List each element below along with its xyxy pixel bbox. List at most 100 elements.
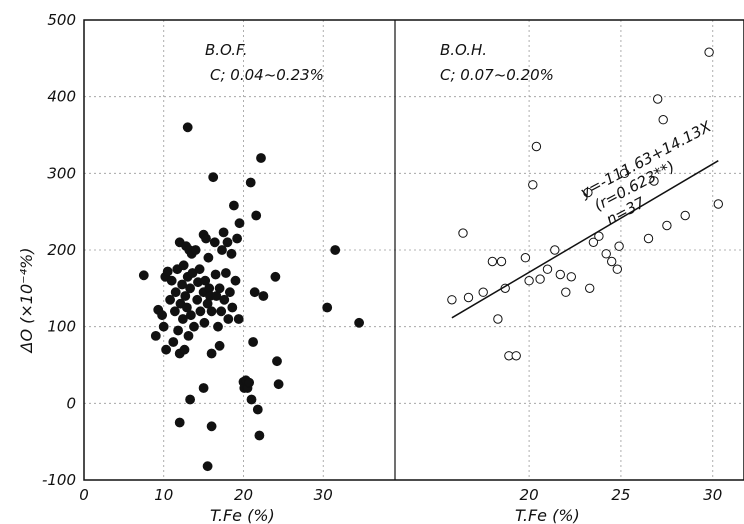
panel-title-boh: B.O.H. bbox=[440, 41, 487, 59]
open-data-point bbox=[680, 210, 690, 221]
open-data-point bbox=[588, 237, 599, 248]
filled-data-point bbox=[138, 270, 149, 281]
x-axis-label-bof: T.Fe (%) bbox=[210, 506, 275, 524]
open-data-point bbox=[662, 220, 672, 231]
filled-data-point bbox=[217, 245, 227, 255]
open-data-point bbox=[528, 180, 538, 190]
filled-data-point bbox=[251, 210, 262, 221]
open-data-point bbox=[643, 233, 654, 244]
filled-data-point bbox=[201, 233, 211, 244]
filled-data-point bbox=[179, 344, 190, 355]
filled-data-point bbox=[170, 287, 181, 298]
filled-data-point bbox=[203, 252, 214, 263]
filled-data-point bbox=[256, 153, 266, 163]
filled-data-point bbox=[223, 314, 234, 324]
open-data-point bbox=[583, 187, 593, 198]
filled-data-point bbox=[273, 379, 284, 390]
filled-data-point bbox=[206, 306, 217, 317]
regression-line-segment bbox=[451, 160, 719, 319]
open-data-point bbox=[496, 256, 507, 267]
open-data-point bbox=[555, 269, 565, 280]
filled-data-point bbox=[161, 344, 171, 355]
regression-line bbox=[451, 160, 719, 319]
filled-data-point bbox=[227, 302, 238, 313]
filled-data-point bbox=[192, 294, 203, 305]
filled-data-point bbox=[258, 291, 269, 301]
filled-data-point bbox=[252, 404, 263, 415]
open-data-point bbox=[619, 168, 630, 179]
open-data-point bbox=[585, 283, 595, 293]
filled-data-point bbox=[214, 340, 225, 351]
y-tick-label: 200 bbox=[47, 241, 76, 259]
filled-data-point bbox=[157, 310, 167, 321]
filled-data-point bbox=[209, 237, 220, 248]
filled-data-point bbox=[166, 275, 177, 286]
open-data-point bbox=[535, 274, 545, 284]
panel-condition-boh: C; 0.07~0.20% bbox=[440, 66, 554, 84]
filled-data-point bbox=[222, 237, 233, 248]
y-tick-label: 100 bbox=[47, 318, 76, 336]
x-tick-label: 25 bbox=[611, 486, 630, 504]
filled-data-point bbox=[210, 269, 221, 280]
filled-data-point bbox=[185, 394, 195, 405]
y-axis-label: ΔO (×10⁻⁴%) bbox=[17, 248, 36, 355]
filled-data-point bbox=[322, 302, 333, 313]
filled-data-point bbox=[168, 337, 179, 347]
filled-data-point bbox=[173, 325, 183, 336]
filled-data-point bbox=[181, 302, 192, 313]
filled-data-point bbox=[219, 294, 230, 305]
filled-data-point bbox=[169, 306, 180, 317]
open-data-point bbox=[463, 292, 474, 303]
filled-data-point bbox=[174, 417, 185, 428]
filled-data-point bbox=[254, 430, 265, 441]
filled-data-point bbox=[330, 245, 341, 255]
filled-data-point bbox=[246, 394, 257, 405]
open-data-point bbox=[487, 256, 498, 267]
open-data-point bbox=[566, 272, 576, 282]
open-data-point bbox=[478, 287, 488, 297]
filled-data-point bbox=[178, 260, 189, 271]
open-data-point bbox=[607, 256, 617, 267]
filled-data-point bbox=[234, 218, 245, 229]
open-data-point bbox=[601, 249, 611, 259]
filled-data-point bbox=[249, 287, 260, 298]
filled-data-point bbox=[248, 337, 258, 347]
open-data-point bbox=[550, 245, 560, 255]
y-tick-label: 300 bbox=[47, 164, 76, 182]
filled-data-point bbox=[162, 266, 173, 277]
filled-data-point bbox=[270, 271, 281, 282]
gridlines bbox=[84, 19, 744, 481]
y-tick-label: 0 bbox=[66, 394, 76, 412]
open-data-point bbox=[458, 228, 468, 238]
x-tick-label: 20 bbox=[234, 486, 253, 504]
filled-data-point bbox=[233, 314, 244, 324]
open-data-point bbox=[713, 199, 723, 209]
filled-data-point bbox=[245, 177, 256, 188]
open-data-point bbox=[612, 264, 622, 274]
filled-data-point bbox=[272, 356, 282, 367]
filled-data-point bbox=[158, 321, 169, 332]
open-data-point bbox=[520, 253, 531, 263]
x-tick-label: 0 bbox=[79, 486, 89, 504]
filled-data-point bbox=[208, 172, 219, 183]
filled-data-point bbox=[194, 264, 205, 275]
filled-data-point bbox=[189, 321, 199, 332]
regression-annotation: y=-111.63+14.13X (r=0.623**) n=37 bbox=[577, 117, 715, 228]
filled-data-point bbox=[182, 122, 193, 133]
open-data-point bbox=[653, 94, 663, 104]
panel-condition-bof: C; 0.04~0.23% bbox=[210, 66, 324, 84]
filled-data-point bbox=[177, 279, 187, 290]
filled-data-point bbox=[165, 294, 175, 305]
filled-data-point bbox=[230, 275, 241, 286]
filled-data-point bbox=[224, 287, 235, 298]
open-data-point bbox=[704, 47, 714, 57]
y-tick-label: 500 bbox=[47, 11, 76, 29]
open-data-point bbox=[594, 231, 604, 241]
filled-data-point bbox=[244, 377, 254, 388]
filled-data-point bbox=[183, 330, 194, 341]
filled-data-point bbox=[150, 330, 161, 341]
plot-frame bbox=[83, 19, 744, 481]
filled-data-point bbox=[180, 291, 191, 301]
panel-title-bof: B.O.F. bbox=[205, 41, 248, 59]
